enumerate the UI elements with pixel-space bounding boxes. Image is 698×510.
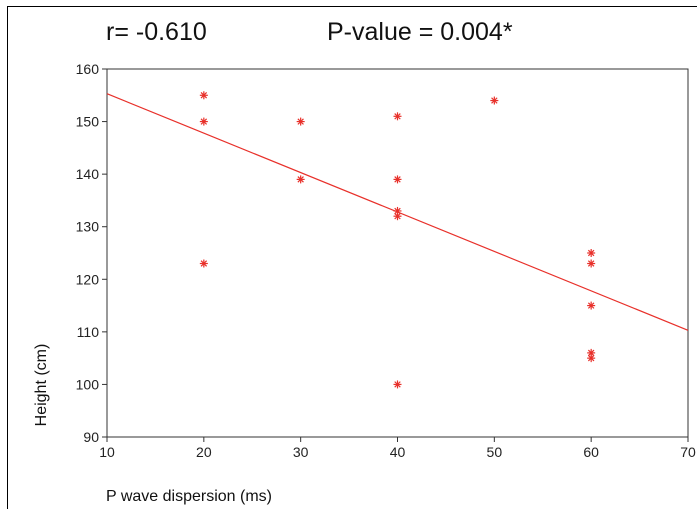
x-axis-label: P wave dispersion (ms): [106, 488, 272, 505]
y-tick-label: 90: [83, 429, 99, 445]
data-point: [587, 259, 596, 268]
x-tick-label: 70: [680, 444, 696, 460]
y-tick-label: 110: [77, 324, 100, 340]
data-point: [587, 249, 596, 257]
x-tick-label: 60: [583, 444, 599, 460]
data-point: [587, 301, 596, 310]
data-point: [393, 175, 402, 184]
data-point: [587, 354, 596, 363]
data-point: [393, 380, 402, 389]
y-tick-label: 130: [76, 219, 100, 235]
y-tick-label: 100: [76, 376, 100, 392]
data-point: [199, 259, 208, 268]
x-tick-label: 30: [293, 444, 309, 460]
x-tick-label: 40: [390, 444, 406, 460]
data-point: [296, 175, 305, 184]
x-tick-label: 10: [99, 444, 115, 460]
data-point: [199, 117, 208, 126]
y-tick-label: 150: [76, 114, 100, 130]
y-tick-label: 140: [76, 166, 100, 182]
x-tick-label: 20: [196, 444, 212, 460]
data-point: [199, 91, 208, 100]
y-axis-label: Height (cm): [33, 344, 50, 427]
y-tick-label: 160: [76, 61, 100, 77]
correlation-label: r= -0.610: [106, 18, 207, 46]
chart-frame: [7, 6, 697, 509]
data-point: [296, 117, 305, 126]
x-tick-label: 50: [487, 444, 503, 460]
data-point: [393, 112, 402, 121]
data-point: [393, 212, 402, 221]
data-point: [490, 96, 499, 105]
p-value-label: P-value = 0.004*: [327, 18, 513, 46]
y-tick-label: 120: [76, 271, 100, 287]
